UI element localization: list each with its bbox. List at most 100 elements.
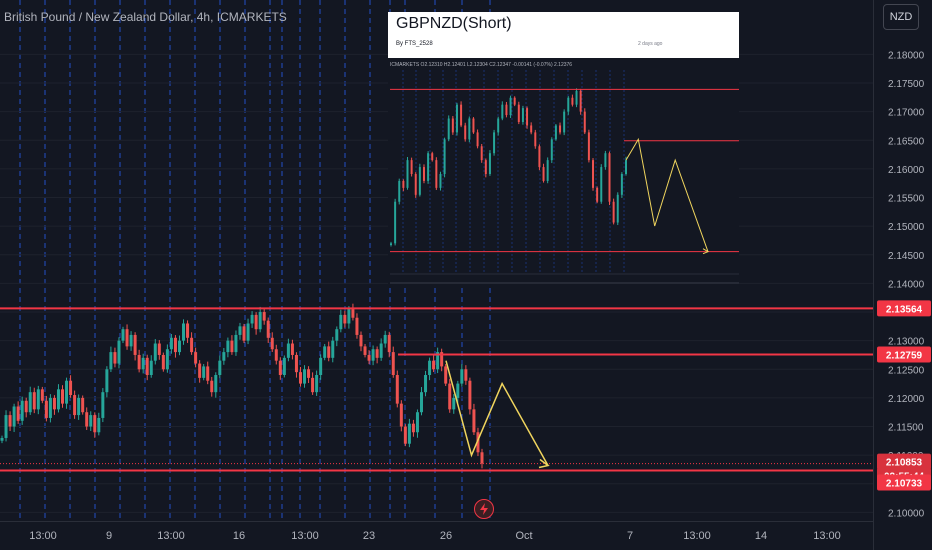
candle-body xyxy=(444,366,448,384)
candle-body xyxy=(608,153,611,202)
time-tick-label: 13:00 xyxy=(157,530,185,542)
candle-body xyxy=(546,160,549,181)
candle-body xyxy=(65,380,69,404)
candle-body xyxy=(410,160,413,174)
candle-body xyxy=(456,383,460,398)
candle-body xyxy=(550,139,553,161)
candle-body xyxy=(375,349,379,358)
candle-body xyxy=(238,326,242,335)
candle-body xyxy=(435,160,438,188)
candle-body xyxy=(315,375,319,393)
candle-body xyxy=(278,360,282,376)
projection-path xyxy=(445,360,549,466)
price-tick-label: 2.14500 xyxy=(888,251,925,262)
candle-body xyxy=(44,400,48,418)
candle-body xyxy=(460,369,464,384)
inset-header: GBPNZD(Short) By FTS_2528 2 days ago xyxy=(388,12,739,58)
candle-body xyxy=(427,153,430,181)
candle-body xyxy=(343,314,347,324)
candle-body xyxy=(101,392,105,418)
price-tick-label: 2.10000 xyxy=(888,508,925,519)
candle-body xyxy=(521,108,524,122)
candle-body xyxy=(411,423,415,433)
price-tick-label: 2.18000 xyxy=(888,50,925,61)
candle-body xyxy=(538,146,541,168)
candle-body xyxy=(513,97,516,105)
candle-body xyxy=(620,174,623,195)
time-tick-label: 13:00 xyxy=(813,530,841,542)
candle-body xyxy=(616,194,619,223)
inset-posted-date: 2 days ago xyxy=(638,41,663,47)
candle-body xyxy=(169,337,173,350)
candle-body xyxy=(455,104,458,133)
candle-body xyxy=(488,153,491,174)
candle-body xyxy=(464,369,468,381)
candle-body xyxy=(468,118,471,140)
candle-body xyxy=(109,352,113,370)
candle-body xyxy=(137,354,141,370)
candle-body xyxy=(612,201,615,223)
candle-body xyxy=(517,104,520,122)
price-tick-label: 2.17000 xyxy=(888,108,925,119)
candle-body xyxy=(327,346,331,358)
candle-body xyxy=(497,118,500,133)
candle-body xyxy=(311,377,315,393)
candle-body xyxy=(206,366,210,381)
candle-body xyxy=(440,352,444,367)
candle-body xyxy=(452,397,456,410)
candle-body xyxy=(583,111,586,133)
candle-body xyxy=(282,357,286,376)
candle-body xyxy=(476,432,480,453)
candle-body xyxy=(61,389,65,404)
price-tick-label: 2.11500 xyxy=(888,423,924,434)
candle-body xyxy=(36,389,40,410)
candle-body xyxy=(230,340,234,353)
candle-body xyxy=(472,409,476,433)
inset-author[interactable]: By FTS_2528 xyxy=(396,41,433,47)
candle-body xyxy=(294,354,298,373)
currency-button[interactable]: NZD xyxy=(883,4,919,30)
candle-body xyxy=(398,180,401,202)
candle-body xyxy=(290,343,294,355)
candle-body xyxy=(402,180,405,188)
inset-chart xyxy=(390,70,739,284)
candle-body xyxy=(468,380,472,410)
candle-body xyxy=(422,167,425,181)
candle-body xyxy=(432,360,436,370)
candle-body xyxy=(530,125,533,133)
candle-body xyxy=(403,426,407,444)
candle-body xyxy=(121,329,125,341)
projection-arrowhead xyxy=(538,458,550,469)
candle-body xyxy=(339,314,343,330)
candle-body xyxy=(125,329,129,347)
candle-body xyxy=(505,104,508,116)
lightning-icon[interactable] xyxy=(474,499,494,519)
candle-body xyxy=(161,354,165,370)
candle-body xyxy=(394,201,397,244)
candle-body xyxy=(554,125,557,140)
price-tick-label: 2.15000 xyxy=(888,222,925,233)
candle-body xyxy=(472,118,475,133)
candle-body xyxy=(73,395,77,416)
price-tick-label: 2.14000 xyxy=(888,279,925,290)
candle-body xyxy=(387,334,391,353)
candle-body xyxy=(534,132,537,147)
candle-body xyxy=(307,369,311,378)
candle-body xyxy=(28,392,32,413)
candle-body xyxy=(379,343,383,358)
candle-body xyxy=(222,352,226,361)
price-badge-label: 2.12759 xyxy=(886,350,923,361)
price-tick-label: 2.12500 xyxy=(888,365,925,376)
candle-body xyxy=(129,334,133,347)
candle-body xyxy=(424,375,428,393)
candle-body xyxy=(214,375,218,393)
candle-body xyxy=(145,357,149,376)
inset-projection-arrowhead xyxy=(702,248,710,255)
candle-body xyxy=(298,372,302,384)
candle-body xyxy=(464,125,467,140)
candle-body xyxy=(443,139,446,174)
candle-body xyxy=(363,346,367,355)
candle-body xyxy=(419,392,423,413)
time-tick-label: 13:00 xyxy=(29,530,57,542)
